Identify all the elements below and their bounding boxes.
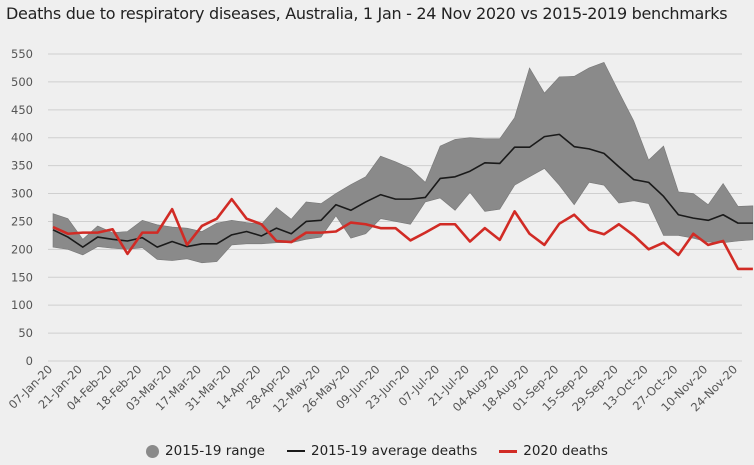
legend-item-range: 2015-19 range [146, 443, 265, 459]
range-band [52, 61, 754, 264]
y-tick-label: 250 [11, 214, 33, 228]
average-line-swatch-icon [286, 450, 305, 452]
legend-item-2020: 2020 deaths [499, 443, 608, 459]
chart-title: Deaths due to respiratory diseases, Aust… [6, 4, 728, 23]
y-tick-label: 200 [11, 242, 33, 256]
legend-label-2020: 2020 deaths [523, 443, 608, 459]
legend-item-average: 2015-19 average deaths [286, 443, 478, 459]
y-tick-label: 550 [11, 47, 33, 61]
y-tick-label: 50 [18, 326, 33, 340]
y-tick-label: 100 [11, 298, 33, 312]
average-line [52, 133, 753, 248]
2020-line-swatch-icon [499, 449, 518, 453]
y-tick-label: 400 [11, 131, 33, 145]
y-tick-label: 0 [26, 354, 33, 368]
range-swatch-icon [146, 444, 160, 458]
legend: 2015-19 range 2015-19 average deaths 202… [0, 443, 754, 459]
y-tick-label: 150 [11, 270, 33, 284]
legend-label-range: 2015-19 range [165, 443, 265, 459]
legend-label-average: 2015-19 average deaths [310, 443, 478, 459]
y-tick-label: 450 [11, 103, 33, 117]
deaths-2020-line [52, 197, 753, 271]
y-tick-label: 500 [11, 75, 33, 89]
y-tick-label: 350 [11, 159, 33, 173]
y-tick-label: 300 [11, 187, 33, 201]
